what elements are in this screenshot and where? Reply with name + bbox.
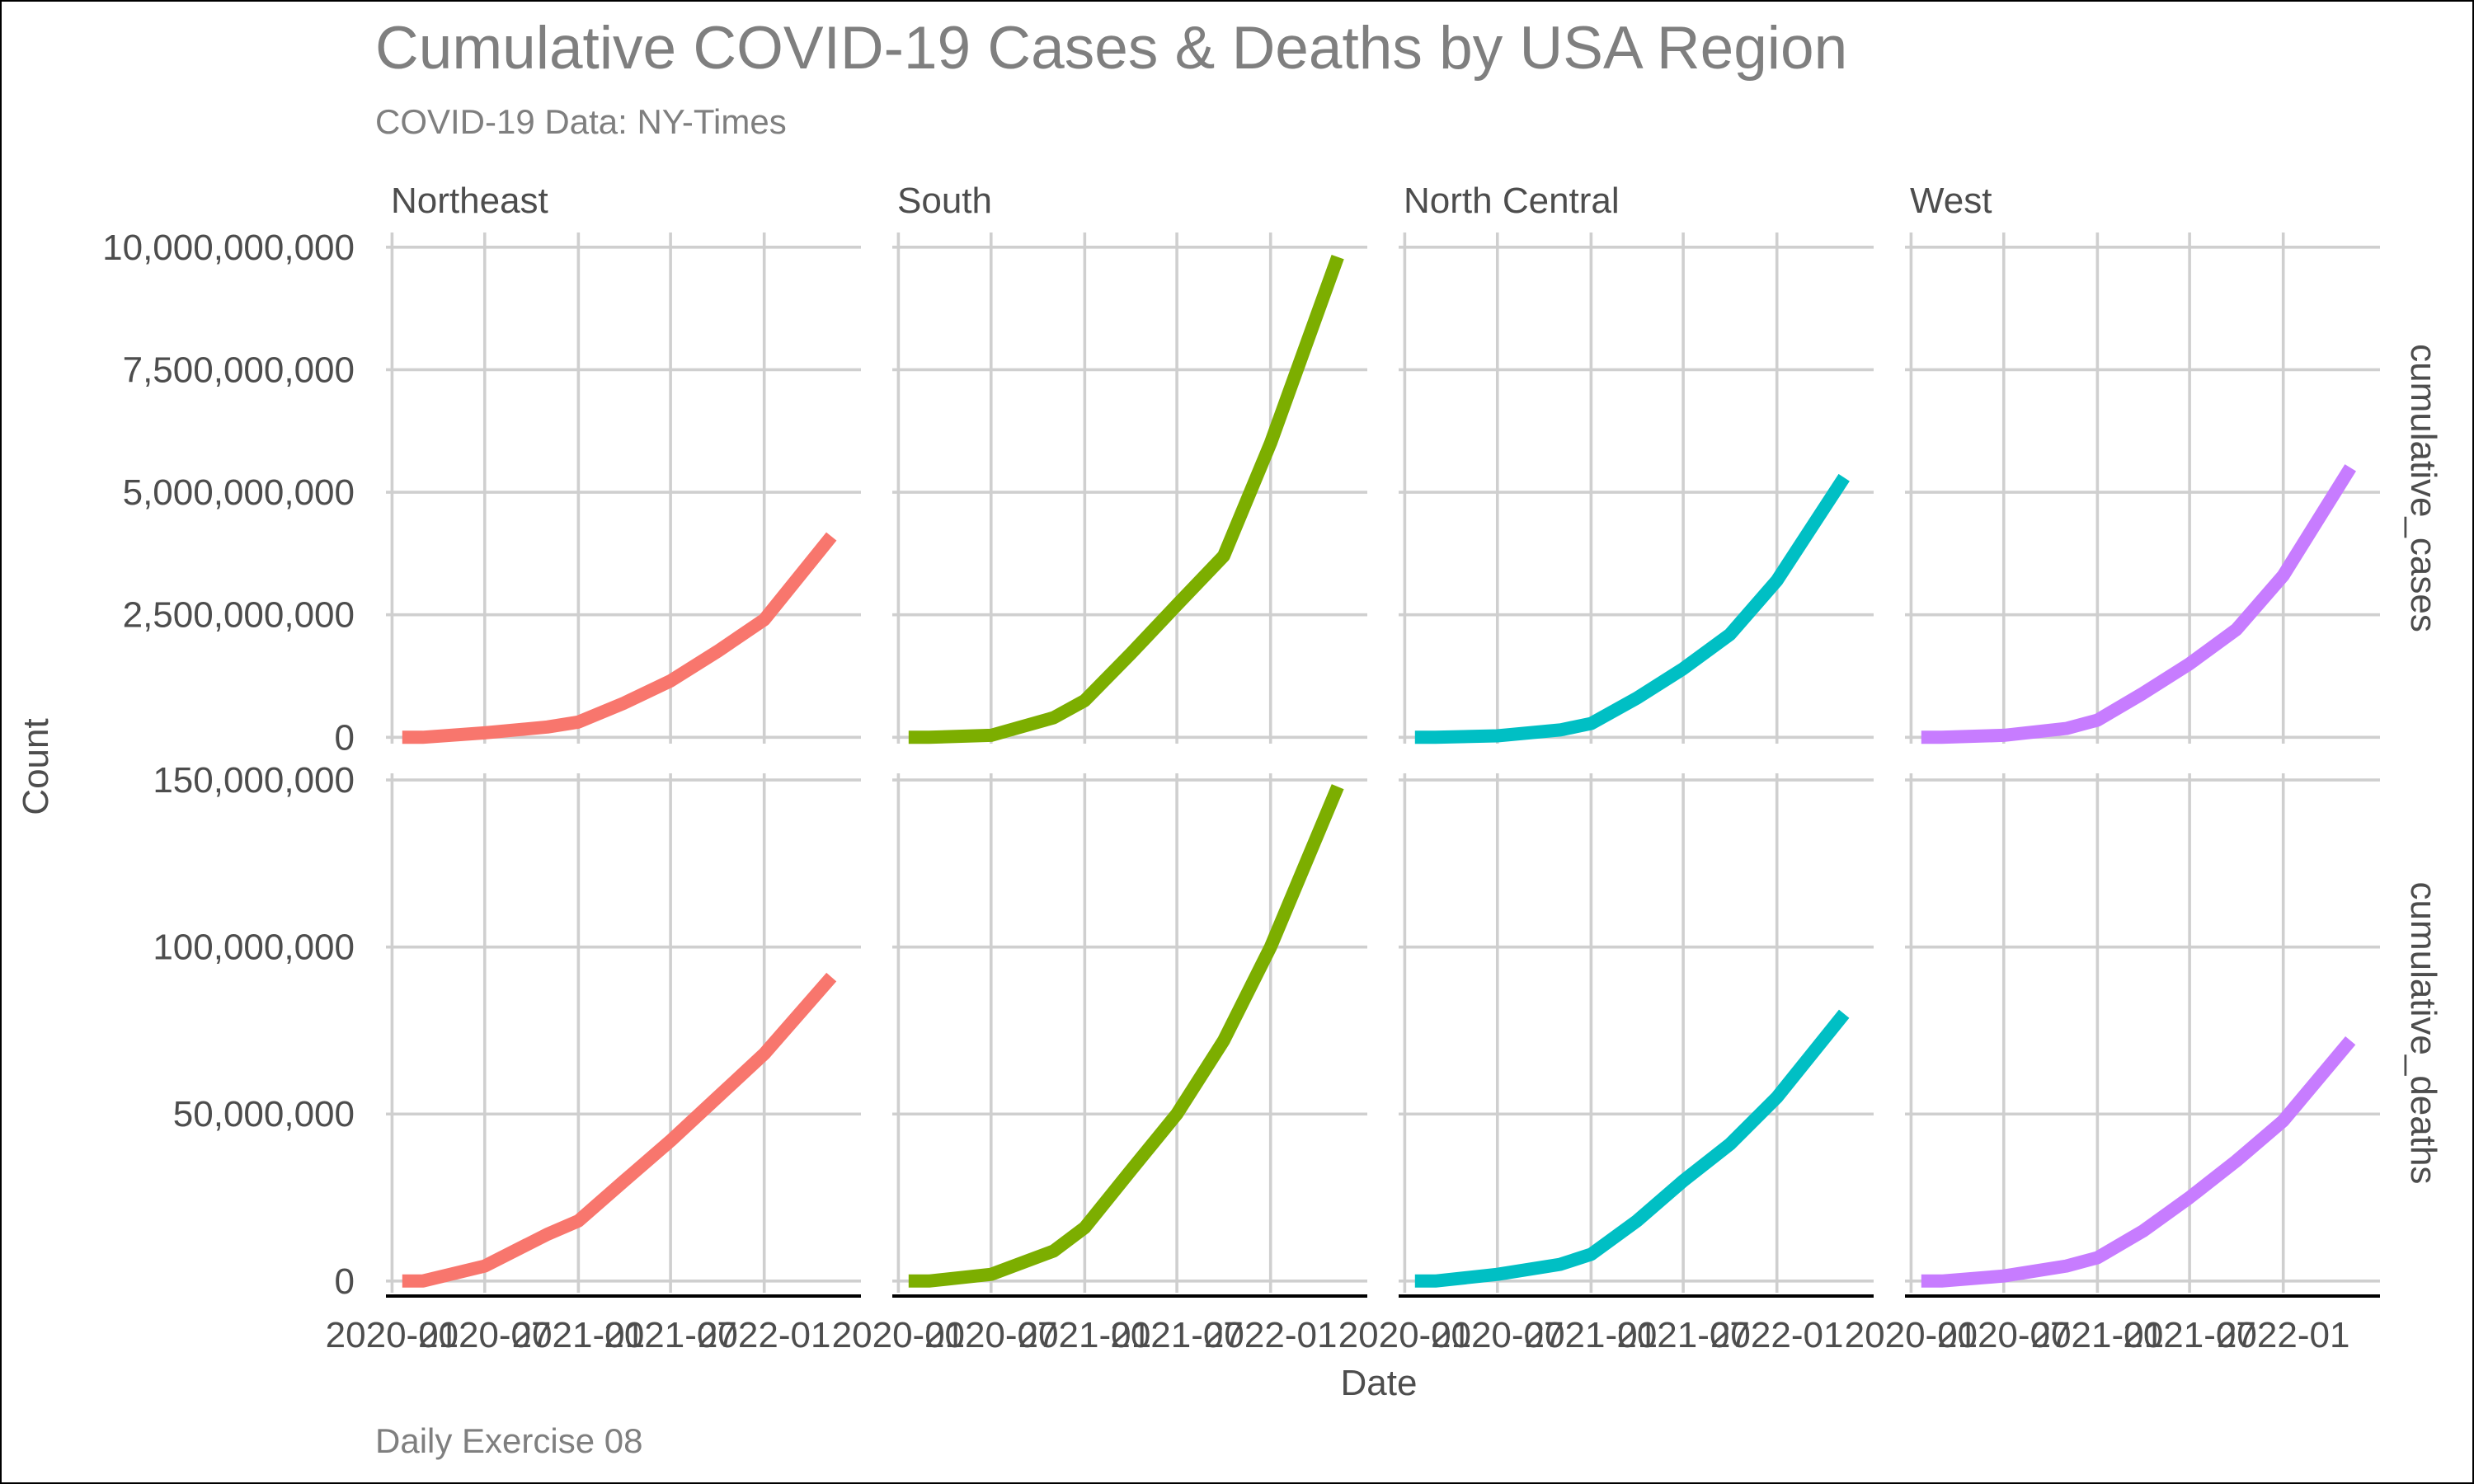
panel-north-central-cumulative-deaths — [1399, 773, 1874, 1298]
strip-label-south: South — [897, 181, 992, 221]
y-tick-label: 10,000,000,000 — [102, 228, 355, 268]
series-line-northeast-cumulative-cases — [402, 532, 837, 744]
panel-west-cumulative-cases — [1905, 232, 2380, 744]
series-line-north-central-cumulative-deaths — [1414, 1009, 1850, 1288]
chart-title: Cumulative COVID-19 Cases & Deaths by US… — [375, 15, 1847, 82]
x-tick-label: 2020-01 — [326, 1315, 459, 1355]
x-tick-label: 2021-07 — [2123, 1315, 2255, 1355]
x-tick-label: 2020-07 — [924, 1315, 1057, 1355]
y-tick-label: 5,000,000,000 — [123, 472, 355, 513]
strip-label-north-central: North Central — [1404, 181, 1620, 221]
panel-south-cumulative-deaths — [892, 773, 1367, 1298]
panel-south-cumulative-cases — [892, 232, 1367, 744]
x-tick-label: 2021-01 — [1018, 1315, 1151, 1355]
y-tick-label: 100,000,000 — [153, 928, 355, 968]
x-tick-label: 2022-01 — [1204, 1315, 1337, 1355]
x-tick-label: 2022-01 — [1710, 1315, 1843, 1355]
strip-label-cumulative-cases: cumulative_cases — [2403, 344, 2443, 632]
y-axis-tick-labels: 0 2,500,000,000 5,000,000,000 7,500,000,000… — [102, 228, 355, 1302]
y-tick-label: 0 — [335, 1261, 355, 1302]
x-tick-label: 2020-07 — [418, 1315, 551, 1355]
series-line-west-cumulative-cases — [1921, 464, 2356, 744]
y-axis-title: Count — [16, 718, 56, 815]
series-line-northeast-cumulative-deaths — [402, 972, 837, 1288]
column-strip-labels: Northeast South North Central West — [391, 181, 1992, 221]
strip-label-cumulative-deaths: cumulative_deaths — [2403, 882, 2443, 1185]
panel-northeast-cumulative-deaths — [386, 773, 861, 1298]
facet-panels — [386, 232, 2380, 1298]
x-tick-label: 2022-01 — [2217, 1315, 2349, 1355]
x-tick-label: 2020-01 — [1338, 1315, 1471, 1355]
y-tick-label: 0 — [335, 717, 355, 758]
series-line-west-cumulative-deaths — [1921, 1036, 2356, 1288]
x-tick-label: 2020-07 — [1937, 1315, 2070, 1355]
x-tick-label: 2020-01 — [832, 1315, 965, 1355]
x-tick-label: 2021-07 — [604, 1315, 736, 1355]
series-line-south-cumulative-deaths — [908, 784, 1344, 1288]
series-line-south-cumulative-cases — [908, 254, 1344, 744]
x-tick-label: 2022-01 — [698, 1315, 830, 1355]
x-axis-title: Date — [1341, 1363, 1418, 1403]
panel-north-central-cumulative-cases — [1399, 232, 1874, 744]
row-strip-labels: cumulative_cases cumulative_deaths — [2403, 344, 2443, 1184]
x-tick-label: 2021-01 — [1525, 1315, 1658, 1355]
chart-caption: Daily Exercise 08 — [375, 1421, 642, 1460]
panel-west-cumulative-deaths — [1905, 773, 2380, 1298]
x-tick-label: 2021-07 — [1616, 1315, 1749, 1355]
strip-label-west: West — [1910, 181, 1992, 221]
x-tick-label: 2021-01 — [2031, 1315, 2164, 1355]
x-tick-label: 2021-01 — [512, 1315, 645, 1355]
y-tick-label: 50,000,000 — [173, 1094, 355, 1134]
panel-northeast-cumulative-cases — [386, 232, 861, 744]
y-tick-label: 7,500,000,000 — [123, 350, 355, 390]
y-tick-label: 2,500,000,000 — [123, 595, 355, 636]
x-tick-label: 2020-07 — [1431, 1315, 1564, 1355]
y-tick-label: 150,000,000 — [153, 760, 355, 801]
strip-label-northeast: Northeast — [391, 181, 548, 221]
x-tick-label: 2021-07 — [1110, 1315, 1243, 1355]
series-line-north-central-cumulative-cases — [1414, 473, 1850, 744]
chart-subtitle: COVID-19 Data: NY-Times — [375, 102, 787, 141]
x-tick-label: 2020-01 — [1845, 1315, 1978, 1355]
